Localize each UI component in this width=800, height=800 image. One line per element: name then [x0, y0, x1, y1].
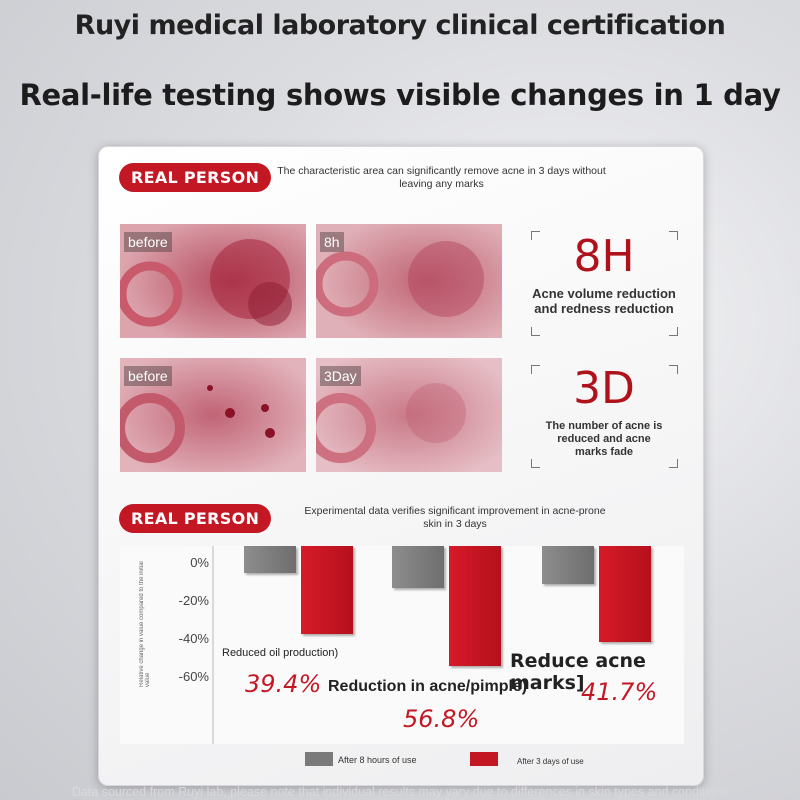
photo-label: before	[124, 232, 172, 252]
bar-8h	[542, 546, 594, 584]
label-acne-pimple: Reduction in acne/pimple)	[328, 678, 528, 695]
stat-3d-text: The number of acne is reduced and acne m…	[545, 420, 663, 458]
skin-texture-image	[120, 224, 306, 338]
section2-note: Experimental data verifies significant i…	[304, 505, 606, 530]
photo-label: 3Day	[320, 366, 361, 386]
percent-oil: 39.4%	[245, 670, 322, 698]
stat-3d: 3D The number of acne is reduced and acn…	[531, 363, 677, 459]
bar-8h	[392, 546, 444, 588]
legend-swatch-8h	[305, 752, 333, 766]
skin-texture-image	[316, 358, 502, 472]
bar-8h	[244, 546, 296, 573]
legend-label-3d: After 3 days of use	[517, 757, 584, 766]
stat-8h-text: Acne volume reduction and redness reduct…	[532, 286, 676, 316]
percent-acne-pimple: 56.8%	[403, 705, 480, 733]
stat-8h: 8H Acne volume reduction and redness red…	[531, 231, 677, 316]
bar-3d	[449, 546, 501, 666]
page-title: Ruyi medical laboratory clinical certifi…	[74, 10, 726, 41]
y-tick-label: -40%	[178, 631, 209, 646]
skin-photo-before-2: before	[120, 358, 306, 472]
y-tick-label: 0%	[190, 555, 209, 570]
page-subtitle: Real-life testing shows visible changes …	[19, 78, 781, 112]
legend-swatch-3d	[470, 752, 498, 766]
section1-note: The characteristic area can significantl…	[277, 165, 606, 190]
stat-8h-value: 8H	[573, 231, 635, 282]
percent-acne-marks: 41.7%	[581, 678, 658, 706]
photo-label: before	[124, 366, 172, 386]
bar-3d	[301, 546, 353, 634]
results-card: REAL PERSON The characteristic area can …	[98, 146, 704, 786]
label-oil: Reduced oil production)	[222, 647, 339, 659]
skin-photo-8h: 8h	[316, 224, 502, 338]
stat-3d-value: 3D	[573, 363, 635, 414]
label-acne-marks: Reduce acne marks]	[510, 650, 646, 694]
skin-photo-before-1: before	[120, 224, 306, 338]
legend-label-8h: After 8 hours of use	[338, 755, 417, 765]
bar-3d	[599, 546, 651, 642]
real-person-badge: REAL PERSON	[119, 163, 272, 192]
footer-disclaimer: Data sourced from Ruyi lab, please note …	[71, 785, 729, 799]
y-tick-label: -20%	[178, 593, 209, 608]
skin-photo-3day: 3Day	[316, 358, 502, 472]
skin-texture-image	[316, 224, 502, 338]
real-person-badge-2: REAL PERSON	[119, 504, 272, 533]
bar-chart	[212, 546, 214, 744]
skin-texture-image	[120, 358, 306, 472]
y-tick-label: -60%	[178, 669, 209, 684]
photo-label: 8h	[320, 232, 344, 252]
